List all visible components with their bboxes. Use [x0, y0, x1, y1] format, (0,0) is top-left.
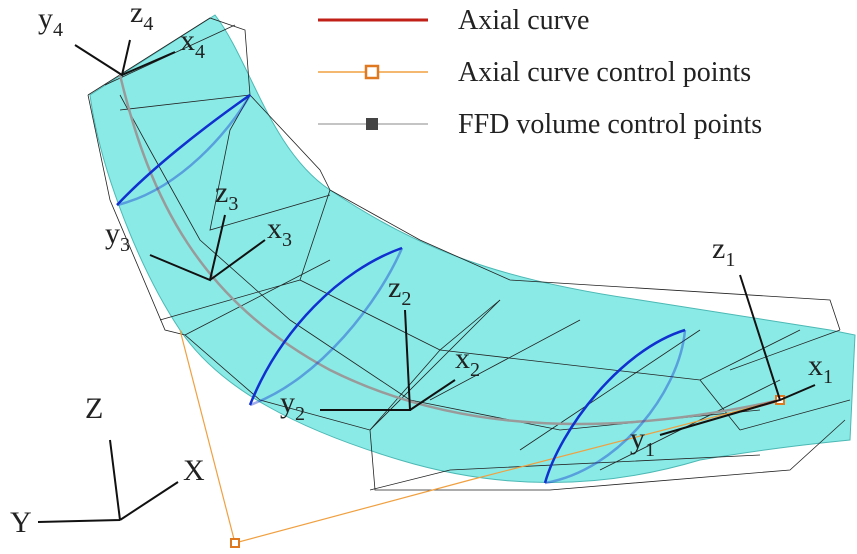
axis-label: Y [10, 506, 32, 539]
label: y [630, 422, 645, 455]
label: z [388, 271, 401, 304]
label-sub: 2 [470, 359, 480, 381]
label: x [455, 342, 470, 375]
legend-label: Axial curve [458, 5, 589, 36]
label: z [712, 232, 725, 265]
control-point [231, 539, 239, 547]
label-sub: 2 [295, 403, 305, 425]
label: x [267, 212, 282, 245]
label: y [105, 217, 120, 250]
label: y [38, 2, 53, 35]
label: z [215, 176, 228, 209]
svg-text:z1: z1 [712, 232, 735, 271]
label-sub: 1 [823, 366, 833, 388]
label: x [180, 24, 195, 57]
label: x [808, 349, 823, 382]
svg-text:y4: y4 [38, 2, 63, 41]
label-sub: 3 [120, 234, 130, 256]
label: z [130, 0, 143, 29]
label-sub: 3 [228, 193, 238, 215]
axis-label: X [183, 454, 205, 487]
label-sub: 4 [143, 13, 153, 35]
legend-marker [366, 118, 378, 130]
label-sub: 1 [645, 439, 655, 461]
svg-text:z4: z4 [130, 0, 153, 35]
label-sub: 3 [282, 229, 292, 251]
axis-label: Z [85, 392, 103, 425]
legend: Axial curve Axial curve control points F… [318, 5, 762, 140]
label-sub: 4 [53, 19, 63, 41]
label: y [280, 386, 295, 419]
legend-label: Axial curve control points [458, 57, 751, 88]
legend-marker [366, 66, 378, 78]
legend-label: FFD volume control points [458, 109, 762, 140]
label-sub: 1 [725, 249, 735, 271]
label-sub: 4 [195, 41, 205, 63]
label-sub: 2 [401, 288, 411, 310]
diagram: y4 z4 x4 y3 z3 x3 z2 x2 y2 z1 x1 y1 Z X … [0, 0, 857, 554]
